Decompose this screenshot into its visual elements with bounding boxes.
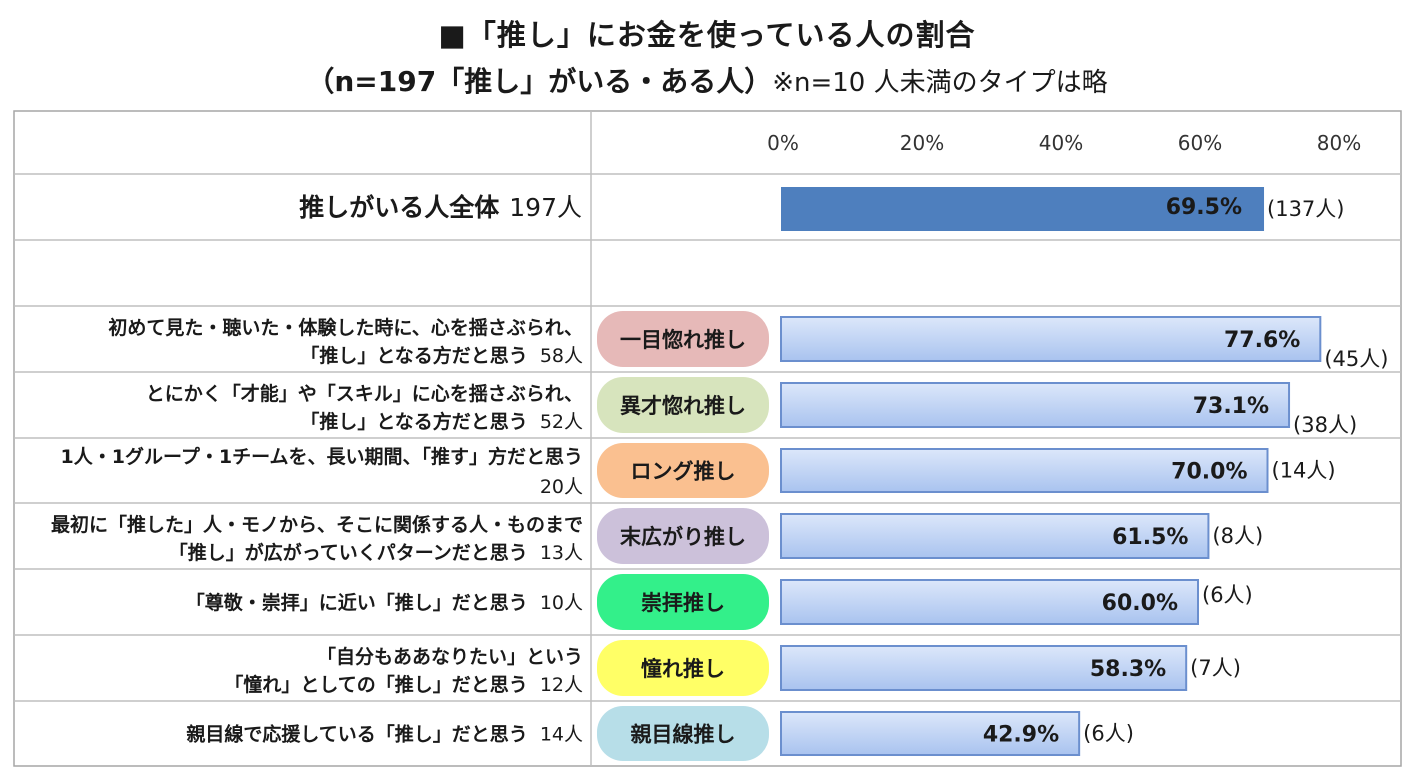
row-desc-line: 「推し」となる方だと思う 52人 bbox=[300, 410, 583, 433]
row-n-label: 10人 bbox=[540, 592, 583, 614]
type-badge bbox=[597, 443, 769, 498]
row-desc-text: 「尊敬・崇拝」に近い「推し」だと思う bbox=[186, 591, 528, 614]
type-badge bbox=[597, 640, 769, 696]
chart-grid bbox=[13, 110, 1402, 767]
x-tick-label: 40% bbox=[1039, 131, 1083, 155]
type-value-label: 73.1% bbox=[1193, 394, 1269, 419]
type-bar bbox=[780, 382, 1291, 428]
x-axis-ticks: 0% 20% 40% 60% 80% bbox=[767, 131, 1361, 155]
row-n-label: 14人 bbox=[540, 724, 583, 746]
type-badge bbox=[597, 377, 769, 433]
row-desc-text: 「推し」が広がっていくパターンだと思う bbox=[169, 541, 528, 564]
type-row: 初めて見た・聴いた・体験した時に、心を揺さぶられ、「推し」となる方だと思う 58人… bbox=[108, 311, 1388, 371]
row-desc-line: 最初に「推した」人・モノから、そこに関係する人・ものまで bbox=[51, 513, 583, 536]
row-desc-text: 「憧れ」としての「推し」だと思う bbox=[224, 673, 527, 696]
type-badge-label: 憧れ推し bbox=[641, 657, 725, 681]
row-desc-text: 「推し」となる方だと思う bbox=[300, 410, 527, 433]
total-label: 推しがいる人全体 197人 bbox=[299, 193, 582, 222]
type-bar bbox=[780, 579, 1199, 625]
total-value-label: 69.5% bbox=[1166, 195, 1242, 220]
row-desc-line: 1人・1グループ・1チームを、長い期間、「推す」方だと思う bbox=[61, 445, 583, 468]
type-bar bbox=[780, 448, 1269, 493]
row-desc-line: 「推し」が広がっていくパターンだと思う 13人 bbox=[169, 541, 583, 564]
row-desc-line: 「自分もああなりたい」という bbox=[317, 645, 583, 668]
type-row: 1人・1グループ・1チームを、長い期間、「推す」方だと思う 20人 ロング推し 70.… bbox=[61, 443, 1336, 498]
type-bar bbox=[780, 513, 1210, 559]
type-count-label: (38人) bbox=[1293, 413, 1357, 437]
type-value-label: 77.6% bbox=[1224, 328, 1300, 353]
total-name: 推しがいる人全体 bbox=[299, 193, 500, 222]
chart-subtitle: （n=197「推し」がいる・ある人）※n=10 人未満のタイプは略 bbox=[0, 60, 1414, 100]
type-badge bbox=[597, 508, 769, 564]
type-row: 「自分もああなりたい」という「憧れ」としての「推し」だと思う 12人 憧れ推し 58.… bbox=[224, 640, 1241, 696]
row-n-label: 13人 bbox=[540, 542, 583, 564]
type-value-label: 58.3% bbox=[1090, 657, 1166, 682]
type-badge-label: 異才惚れ推し bbox=[620, 394, 746, 418]
type-count-label: (8人) bbox=[1212, 524, 1263, 548]
row-desc-line: 親目線で応援している「推し」だと思う 14人 bbox=[186, 723, 583, 746]
row-desc-text: 「推し」となる方だと思う bbox=[300, 344, 527, 367]
row-n-label: 12人 bbox=[540, 674, 583, 696]
subtitle-note: ※n=10 人未満のタイプは略 bbox=[772, 68, 1108, 98]
type-badge bbox=[597, 574, 769, 630]
type-row: 最初に「推した」人・モノから、そこに関係する人・ものまで「推し」が広がっていくパ… bbox=[51, 508, 1263, 564]
type-badge-label: 末広がり推し bbox=[620, 525, 746, 549]
row-desc-line: 初めて見た・聴いた・体験した時に、心を揺さぶられ、 bbox=[108, 316, 583, 339]
chart-title: ■「推し」にお金を使っている人の割合 bbox=[438, 18, 976, 52]
type-row: 親目線で応援している「推し」だと思う 14人 親目線推し 42.9% (6人) bbox=[186, 706, 1134, 761]
type-value-label: 61.5% bbox=[1112, 525, 1188, 550]
type-value-label: 42.9% bbox=[983, 723, 1059, 748]
row-n-label: 20人 bbox=[540, 476, 583, 498]
type-count-label: (6人) bbox=[1083, 722, 1134, 746]
type-badge-label: ロング推し bbox=[631, 460, 736, 484]
x-tick-label: 60% bbox=[1178, 131, 1222, 155]
type-count-label: (6人) bbox=[1202, 583, 1253, 607]
chart-rows: 推しがいる人全体 197人 69.5% (137人) 初めて見た・聴いた・体験した時に、… bbox=[51, 187, 1388, 761]
x-tick-label: 20% bbox=[900, 131, 944, 155]
type-count-label: (45人) bbox=[1324, 347, 1388, 371]
type-badge bbox=[597, 311, 769, 367]
row-desc-line: 「尊敬・崇拝」に近い「推し」だと思う 10人 bbox=[186, 591, 583, 614]
row-desc-line: 「推し」となる方だと思う 58人 bbox=[300, 344, 583, 367]
type-badge-label: 親目線推し bbox=[631, 723, 736, 747]
row-desc-line: とにかく「才能」や「スキル」に心を揺さぶられ、 bbox=[146, 382, 583, 405]
x-tick-label: 0% bbox=[767, 131, 799, 155]
total-count-label: (137人) bbox=[1267, 197, 1344, 221]
type-count-label: (14人) bbox=[1272, 459, 1336, 483]
total-n: 197人 bbox=[509, 193, 582, 222]
row-desc-text: 親目線で応援している「推し」だと思う bbox=[186, 723, 527, 746]
type-badge-label: 崇拝推し bbox=[641, 591, 725, 615]
type-badge bbox=[597, 706, 769, 761]
type-count-label: (7人) bbox=[1190, 656, 1241, 680]
row-desc-line: 「憧れ」としての「推し」だと思う 12人 bbox=[224, 673, 583, 696]
type-value-label: 70.0% bbox=[1171, 460, 1247, 485]
row-n-label: 58人 bbox=[540, 345, 583, 367]
total-row: 推しがいる人全体 197人 69.5% (137人) bbox=[299, 187, 1344, 231]
type-bar bbox=[780, 645, 1188, 691]
type-badge-label: 一目惚れ推し bbox=[620, 328, 746, 352]
row-n-label: 52人 bbox=[540, 411, 583, 433]
subtitle-main: （n=197「推し」がいる・ある人） bbox=[306, 65, 773, 98]
type-row: とにかく「才能」や「スキル」に心を揺さぶられ、「推し」となる方だと思う 52人 異才… bbox=[146, 377, 1357, 437]
type-bar bbox=[780, 711, 1081, 756]
type-row: 「尊敬・崇拝」に近い「推し」だと思う 10人 崇拝推し 60.0% (6人) bbox=[186, 574, 1253, 630]
type-bar bbox=[780, 316, 1322, 362]
total-bar bbox=[781, 187, 1265, 231]
type-value-label: 60.0% bbox=[1102, 591, 1178, 616]
x-tick-label: 80% bbox=[1317, 131, 1361, 155]
